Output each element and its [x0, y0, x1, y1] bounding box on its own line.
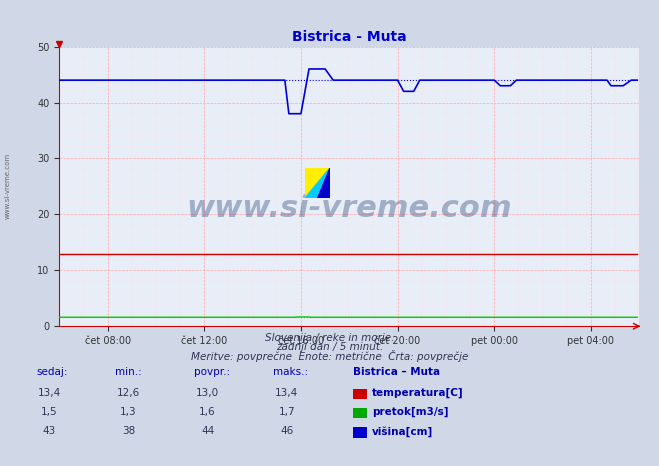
Text: 1,5: 1,5	[41, 407, 58, 417]
Text: 13,4: 13,4	[38, 388, 61, 398]
Polygon shape	[305, 168, 330, 198]
Title: Bistrica - Muta: Bistrica - Muta	[292, 30, 407, 44]
Text: www.si-vreme.com: www.si-vreme.com	[5, 153, 11, 219]
Text: Meritve: povprečne  Enote: metrične  Črta: povprečje: Meritve: povprečne Enote: metrične Črta:…	[191, 350, 468, 362]
Text: min.:: min.:	[115, 367, 142, 377]
Text: 43: 43	[43, 426, 56, 436]
Text: zadnji dan / 5 minut.: zadnji dan / 5 minut.	[276, 343, 383, 352]
Text: Slovenija / reke in morje.: Slovenija / reke in morje.	[265, 333, 394, 343]
Polygon shape	[318, 168, 330, 198]
Text: maks.:: maks.:	[273, 367, 308, 377]
Text: 1,3: 1,3	[120, 407, 137, 417]
Text: 12,6: 12,6	[117, 388, 140, 398]
Text: www.si-vreme.com: www.si-vreme.com	[186, 194, 512, 223]
Text: pretok[m3/s]: pretok[m3/s]	[372, 407, 449, 417]
Text: sedaj:: sedaj:	[36, 367, 68, 377]
Text: 13,4: 13,4	[275, 388, 299, 398]
Text: 46: 46	[280, 426, 293, 436]
Text: višina[cm]: višina[cm]	[372, 426, 434, 437]
Text: 1,7: 1,7	[278, 407, 295, 417]
Text: povpr.:: povpr.:	[194, 367, 231, 377]
Text: 38: 38	[122, 426, 135, 436]
Text: 13,0: 13,0	[196, 388, 219, 398]
Text: 44: 44	[201, 426, 214, 436]
Text: Bistrica – Muta: Bistrica – Muta	[353, 367, 440, 377]
Polygon shape	[305, 168, 330, 198]
Text: 1,6: 1,6	[199, 407, 216, 417]
Text: temperatura[C]: temperatura[C]	[372, 388, 464, 398]
